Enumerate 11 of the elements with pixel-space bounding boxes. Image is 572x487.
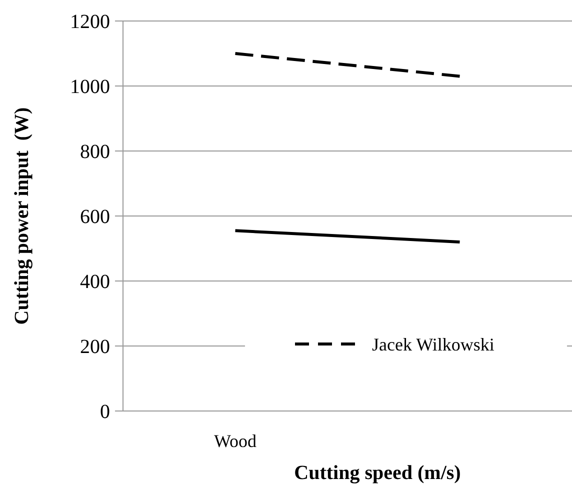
y-axis-title: Cutting power input (W): [11, 107, 33, 325]
y-tick-label: 200: [80, 336, 110, 358]
y-tick-label: 1000: [70, 76, 110, 98]
x-axis-title: Cutting speed (m/s): [294, 462, 461, 484]
y-tick-label: 400: [80, 271, 110, 293]
x-tick-label: Wood: [214, 431, 257, 451]
y-tick-label: 800: [80, 141, 110, 163]
legend-label: Jacek Wilkowski: [372, 334, 494, 354]
y-tick-label: 1200: [70, 11, 110, 33]
y-tick-label: 0: [100, 401, 110, 423]
y-tick-label: 600: [80, 206, 110, 228]
